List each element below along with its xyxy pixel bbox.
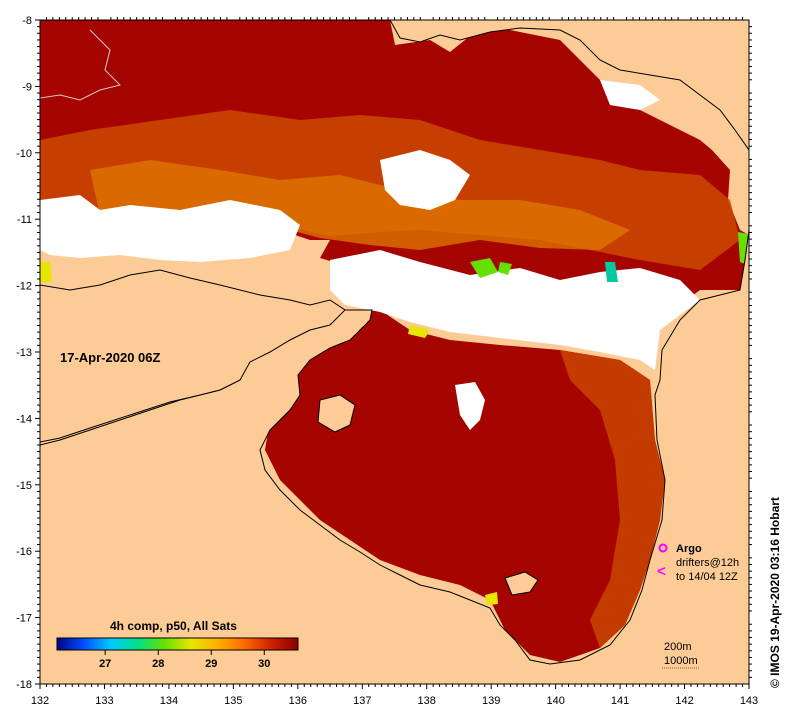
y-tick-label: -18 xyxy=(16,679,32,691)
land-mornington-island xyxy=(504,571,539,596)
date-label: 17-Apr-2020 06Z xyxy=(60,350,160,365)
cool-spot-3 xyxy=(40,262,52,282)
y-tick-label: -10 xyxy=(16,148,32,160)
land-new-guinea xyxy=(389,20,749,151)
cloud-top-right xyxy=(600,80,660,110)
x-tick-label: 136 xyxy=(289,695,307,707)
y-tick-label: -12 xyxy=(16,281,32,293)
y-tick-label: -9 xyxy=(22,81,32,93)
y-tick-label: -8 xyxy=(22,15,32,27)
cloud-patch-north xyxy=(380,150,470,210)
x-axis: 132 133 134 135 136 137 138 139 140 141 142 143 xyxy=(31,17,758,707)
drifter-arrow-icon: < xyxy=(657,563,666,580)
y-tick-label: -17 xyxy=(16,613,32,625)
cool-spot-5 xyxy=(408,325,430,338)
colorbar-tick-label: 28 xyxy=(152,658,164,670)
legend-drifters: drifters@12h xyxy=(676,557,739,569)
colorbar-title: 4h comp, p50, All Sats xyxy=(110,619,237,633)
x-tick-label: 142 xyxy=(675,695,693,707)
legend: Argo drifters@12h < to 14/04 12Z 200m 10… xyxy=(657,543,739,669)
legend-drifters-period: to 14/04 12Z xyxy=(676,571,738,583)
credit-label: © IMOS 19-Apr-2020 03:16 Hobart xyxy=(768,497,782,688)
colorbar-tick-label: 29 xyxy=(205,658,217,670)
y-tick-label: -11 xyxy=(17,214,32,226)
y-tick-label: -16 xyxy=(16,546,32,558)
map-plot xyxy=(40,20,749,684)
x-tick-label: 139 xyxy=(482,695,500,707)
x-tick-label: 133 xyxy=(95,695,113,707)
x-tick-label: 134 xyxy=(160,695,178,707)
y-tick-label: -13 xyxy=(16,347,32,359)
cool-spot-2 xyxy=(605,262,618,282)
cool-spot-7 xyxy=(498,262,512,275)
land-arnhem-coast xyxy=(40,269,346,443)
cool-spot-1 xyxy=(470,258,498,278)
sst-field-gulf xyxy=(265,310,665,662)
cool-spots xyxy=(40,232,748,605)
legend-depth-200: 200m xyxy=(664,641,692,653)
x-tick-label: 143 xyxy=(740,695,758,707)
colorbar: 4h comp, p50, All Sats 27 28 29 30 xyxy=(56,619,299,670)
y-axis: -8 -9 -10 -11 -12 -13 -14 -15 -16 -17 -18 xyxy=(16,15,752,691)
x-tick-label: 132 xyxy=(31,695,49,707)
cool-spot-6 xyxy=(485,592,498,605)
legend-argo: Argo xyxy=(676,543,702,555)
y-tick-label: -15 xyxy=(16,480,32,492)
sst-field-gulf-edge xyxy=(560,350,665,648)
land-tiwi-coast xyxy=(40,29,121,101)
x-tick-label: 141 xyxy=(611,695,629,707)
colorbar-tick-label: 27 xyxy=(99,658,111,670)
y-tick-label: -14 xyxy=(16,413,32,425)
x-tick-label: 137 xyxy=(353,695,371,707)
cloud-patch-west xyxy=(40,195,300,262)
colorbar-ramp xyxy=(56,637,299,651)
land-groote-island xyxy=(317,394,356,433)
colorbar-tick-label: 30 xyxy=(258,658,270,670)
argo-marker-icon xyxy=(658,543,668,553)
cloud-patch-gulf xyxy=(455,382,485,430)
colorbar-ticks: 27 28 29 30 xyxy=(99,650,270,670)
x-tick-label: 138 xyxy=(418,695,436,707)
legend-depth-1000: 1000m xyxy=(664,655,698,667)
sst-field-north-mid xyxy=(90,160,630,250)
x-tick-label: 135 xyxy=(224,695,242,707)
x-tick-label: 140 xyxy=(546,695,564,707)
